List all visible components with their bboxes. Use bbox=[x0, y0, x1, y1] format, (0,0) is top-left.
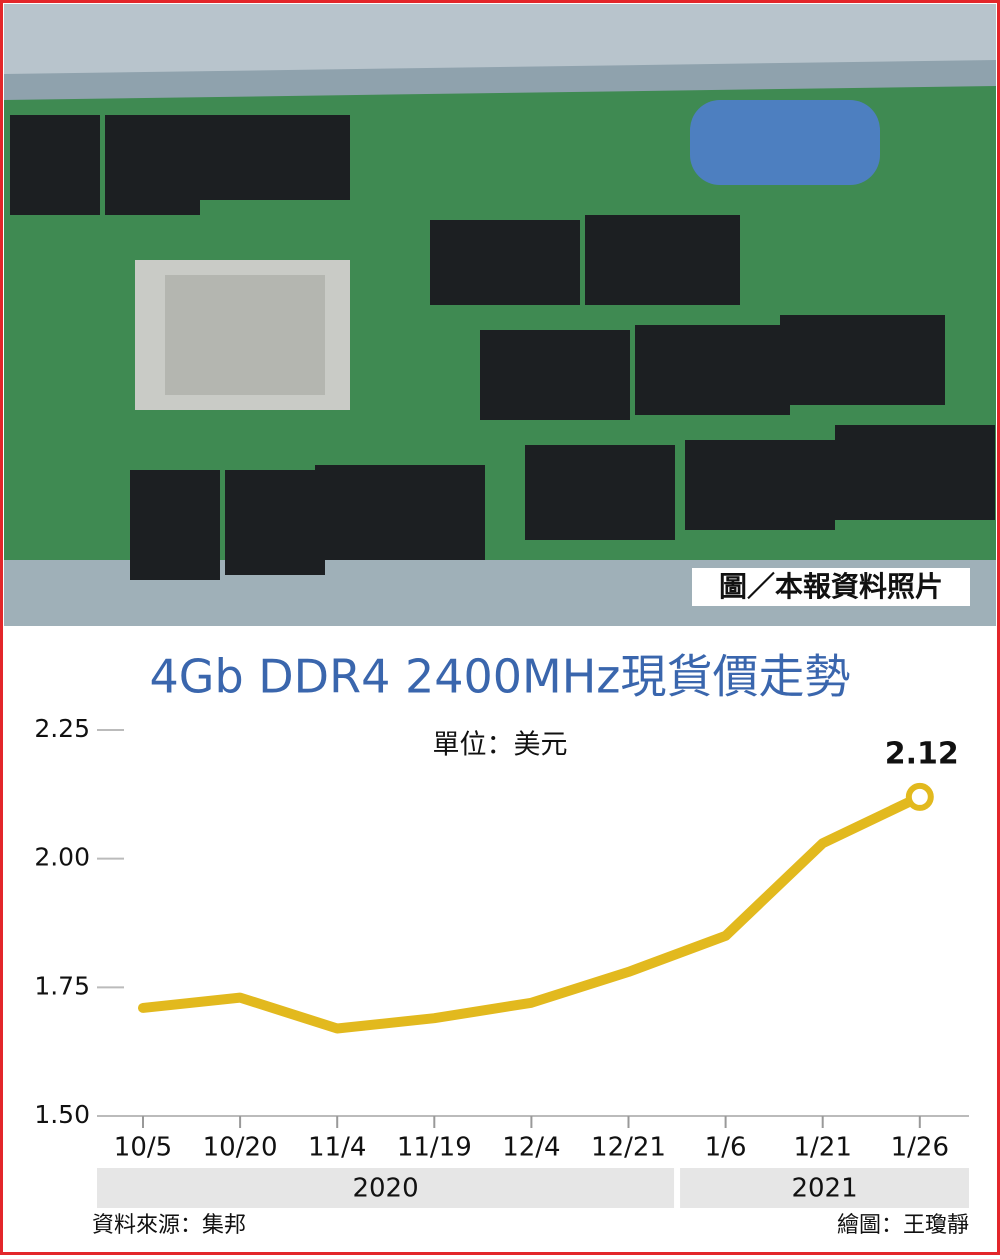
x-tick-label: 1/21 bbox=[794, 1133, 852, 1163]
x-tick-label: 1/6 bbox=[705, 1133, 747, 1163]
x-tick-label: 11/19 bbox=[397, 1133, 472, 1163]
y-tick-label: 1.50 bbox=[34, 1100, 90, 1129]
x-tick-label: 10/20 bbox=[203, 1133, 278, 1163]
y-tick-label: 1.75 bbox=[34, 971, 90, 1000]
x-group-label: 2021 bbox=[791, 1174, 857, 1204]
chart-subtitle: 單位：美元 bbox=[433, 730, 568, 761]
data-line bbox=[138, 791, 925, 1034]
x-tick-label: 11/4 bbox=[308, 1133, 366, 1163]
y-tick-label: 2.25 bbox=[34, 714, 90, 743]
x-tick-label: 10/5 bbox=[114, 1133, 172, 1163]
x-tick-label: 12/4 bbox=[502, 1133, 560, 1163]
x-group-label: 2020 bbox=[352, 1174, 418, 1204]
y-tick-label: 2.00 bbox=[34, 843, 90, 872]
year-band bbox=[97, 1168, 969, 1208]
end-point bbox=[905, 782, 934, 811]
chart-title: 4Gb DDR4 2400MHz現貨價走勢 bbox=[150, 650, 851, 704]
x-tick-label: 1/26 bbox=[891, 1133, 949, 1163]
photo-caption: 圖／本報資料照片 bbox=[719, 570, 943, 603]
photo: 圖／本報資料照片 bbox=[4, 4, 996, 626]
value-label: 2.12 bbox=[885, 736, 959, 771]
source: 資料來源：集邦 bbox=[92, 1213, 246, 1238]
x-tick-label: 12/21 bbox=[591, 1133, 666, 1163]
credit: 繪圖：王瓊靜 bbox=[837, 1213, 969, 1238]
